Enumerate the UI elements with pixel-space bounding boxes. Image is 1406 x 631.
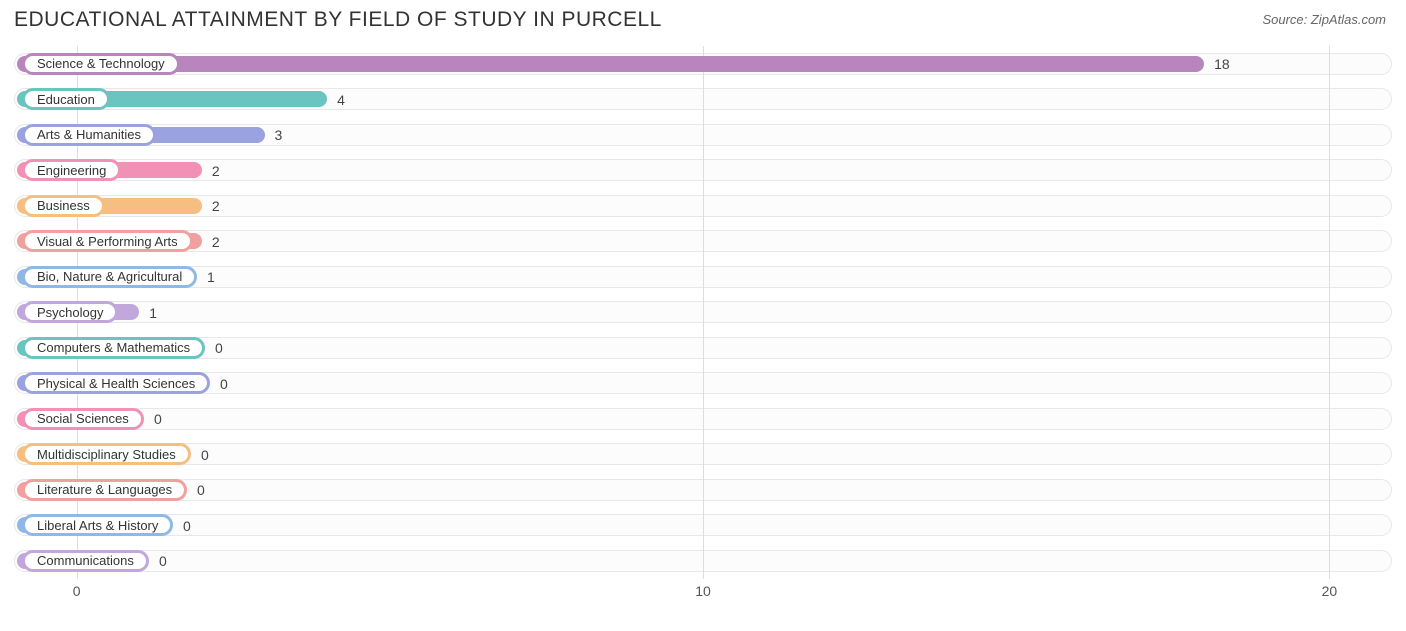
category-pill: Bio, Nature & Agricultural (22, 266, 197, 288)
value-label: 0 (197, 482, 205, 498)
grid-line (1329, 46, 1330, 579)
value-label: 0 (215, 340, 223, 356)
category-pill: Literature & Languages (22, 479, 187, 501)
value-label: 0 (154, 411, 162, 427)
category-pill: Computers & Mathematics (22, 337, 205, 359)
category-pill: Education (22, 88, 110, 110)
axis-tick: 10 (695, 583, 711, 599)
category-pill: Engineering (22, 159, 121, 181)
category-pill: Communications (22, 550, 149, 572)
value-label: 0 (183, 518, 191, 534)
value-label: 2 (212, 163, 220, 179)
bar (17, 56, 1204, 72)
axis-tick: 0 (73, 583, 81, 599)
chart-rows: Science & Technology 18 Education 4 Arts & H… (14, 46, 1392, 579)
value-label: 0 (220, 376, 228, 392)
category-pill: Science & Technology (22, 53, 180, 75)
category-pill: Arts & Humanities (22, 124, 156, 146)
chart-source: Source: ZipAtlas.com (1262, 8, 1386, 27)
category-pill: Physical & Health Sciences (22, 372, 210, 394)
chart-header: EDUCATIONAL ATTAINMENT BY FIELD OF STUDY… (0, 0, 1406, 36)
x-axis: 0 10 20 (14, 579, 1392, 607)
value-label: 1 (149, 305, 157, 321)
value-label: 1 (207, 269, 215, 285)
category-pill: Visual & Performing Arts (22, 230, 193, 252)
value-label: 0 (159, 553, 167, 569)
value-label: 2 (212, 234, 220, 250)
category-pill: Psychology (22, 301, 118, 323)
grid-line (703, 46, 704, 579)
value-label: 18 (1214, 56, 1230, 72)
category-pill: Liberal Arts & History (22, 514, 173, 536)
category-pill: Multidisciplinary Studies (22, 443, 191, 465)
value-label: 0 (201, 447, 209, 463)
chart-area: Science & Technology 18 Education 4 Arts & H… (0, 36, 1406, 579)
axis-tick: 20 (1322, 583, 1338, 599)
value-label: 3 (275, 127, 283, 143)
chart-title: EDUCATIONAL ATTAINMENT BY FIELD OF STUDY… (14, 8, 662, 32)
category-pill: Business (22, 195, 105, 217)
value-label: 2 (212, 198, 220, 214)
category-pill: Social Sciences (22, 408, 144, 430)
value-label: 4 (337, 92, 345, 108)
